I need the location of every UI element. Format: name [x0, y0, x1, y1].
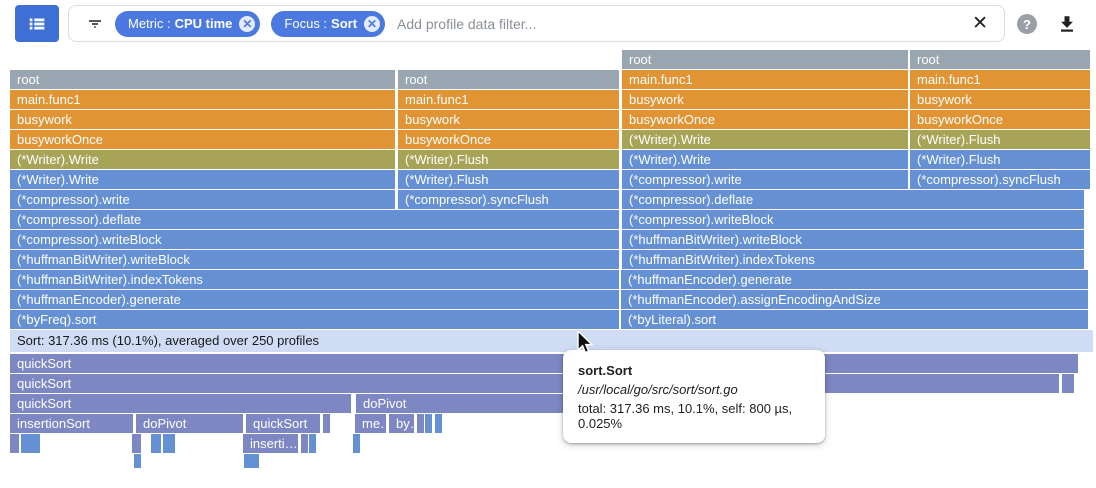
help-button[interactable]: ? [1017, 14, 1037, 34]
flame-fragment[interactable] [10, 434, 19, 453]
frame-main-func1[interactable]: main.func1 [622, 70, 908, 89]
frame-compressor-writeblock[interactable]: (*compressor).writeBlock [622, 210, 1084, 229]
flame-fragment[interactable] [1062, 374, 1074, 393]
flame-fragment[interactable] [252, 454, 259, 468]
frame-compressor-deflate[interactable]: (*compressor).deflate [10, 210, 619, 229]
flame-fragment[interactable] [301, 434, 308, 453]
frame-quicksort[interactable]: quickSort [10, 374, 1059, 393]
frame-compressor-writeblock[interactable]: (*compressor).writeBlock [10, 230, 619, 249]
frame-busywork[interactable]: busywork [910, 90, 1090, 109]
frame-huffmanbitwriter-writeblock[interactable]: (*huffmanBitWriter).writeBlock [10, 250, 619, 269]
frame-main-func1[interactable]: main.func1 [398, 90, 619, 109]
download-button[interactable] [1056, 13, 1078, 35]
frame-busywork[interactable]: busywork [622, 90, 908, 109]
frame-main-func1[interactable]: main.func1 [10, 90, 395, 109]
frame-compressor-syncflush[interactable]: (*compressor).syncFlush [910, 170, 1090, 189]
flame-fragment[interactable] [417, 414, 424, 433]
flame-fragment[interactable] [435, 414, 442, 433]
tooltip-source-path: /usr/local/go/src/sort/sort.go [578, 382, 738, 397]
frame-main-func1[interactable]: main.func1 [910, 70, 1090, 89]
frame-writer-write[interactable]: (*Writer).Write [622, 150, 908, 169]
flame-fragment[interactable] [244, 454, 251, 468]
frame-compressor-syncflush[interactable]: (*compressor).syncFlush [398, 190, 619, 209]
frame-byfreq-sort[interactable]: (*byFreq).sort [10, 310, 619, 329]
filter-chip-focus[interactable]: Focus : Sort ✕ [271, 10, 386, 37]
flame-fragment[interactable] [134, 454, 141, 468]
frame-compressor-write[interactable]: (*compressor).write [10, 190, 395, 209]
flame-fragment[interactable] [163, 434, 170, 453]
frame-huffmanencoder-assignencodingandsize[interactable]: (*huffmanEncoder).assignEncodingAndSize [621, 290, 1088, 309]
flame-fragment[interactable] [309, 434, 316, 453]
frame-dopivot[interactable]: doPivot [136, 414, 243, 433]
frame-root[interactable]: root [10, 70, 395, 89]
flame-fragment[interactable] [168, 434, 175, 453]
flame-fragment[interactable] [323, 414, 330, 433]
tooltip-stats: total: 317.36 ms, 10.1%, self: 800 µs, 0… [578, 401, 793, 431]
frame-me[interactable]: me… [355, 414, 386, 433]
frame-by[interactable]: by… [389, 414, 414, 433]
remove-chip-icon[interactable]: ✕ [364, 15, 381, 32]
frame-quicksort[interactable]: quickSort [10, 354, 1078, 373]
filter-input[interactable] [395, 14, 965, 33]
frame-huffmanbitwriter-indextokens[interactable]: (*huffmanBitWriter).indexTokens [10, 270, 619, 289]
flame-fragment[interactable] [33, 434, 40, 453]
toolbar: Metric : CPU time ✕ Focus : Sort ✕ ✕ ? [0, 0, 1096, 48]
frame-busyworkonce[interactable]: busyworkOnce [398, 130, 619, 149]
flame-fragment[interactable] [353, 434, 360, 453]
frame-writer-flush[interactable]: (*Writer).Flush [910, 130, 1090, 149]
flame-fragment[interactable] [248, 454, 255, 468]
clear-filters-icon[interactable]: ✕ [972, 13, 988, 34]
frame-inserti[interactable]: inserti… [243, 434, 298, 453]
frame-writer-write[interactable]: (*Writer).Write [10, 170, 395, 189]
remove-chip-icon[interactable]: ✕ [239, 15, 256, 32]
frame-tooltip: sort.Sort /usr/local/go/src/sort/sort.go… [563, 350, 825, 443]
frame-root[interactable]: root [398, 70, 619, 89]
frame-quicksort[interactable]: quickSort [10, 394, 351, 413]
chip-value: CPU time [174, 16, 233, 31]
frame-huffmanencoder-generate[interactable]: (*huffmanEncoder).generate [621, 270, 1088, 289]
tooltip-function-name: sort.Sort [578, 363, 633, 378]
frame-writer-write[interactable]: (*Writer).Write [10, 150, 395, 169]
frame-compressor-write[interactable]: (*compressor).write [622, 170, 908, 189]
frame-byliteral-sort[interactable]: (*byLiteral).sort [621, 310, 1088, 329]
frame-writer-flush[interactable]: (*Writer).Flush [910, 150, 1090, 169]
frame-writer-write[interactable]: (*Writer).Write [622, 130, 908, 149]
list-icon [26, 13, 48, 35]
frame-insertionsort[interactable]: insertionSort [10, 414, 133, 433]
frame-huffmanbitwriter-writeblock[interactable]: (*huffmanBitWriter).writeBlock [622, 230, 1084, 249]
frame-writer-flush[interactable]: (*Writer).Flush [398, 150, 619, 169]
frame-quicksort[interactable]: quickSort [246, 414, 320, 433]
frame-busywork[interactable]: busywork [10, 110, 395, 129]
frame-root[interactable]: root [622, 50, 908, 69]
frame-sort-317-36-ms-10-1-averaged-over-250-profiles[interactable]: Sort: 317.36 ms (10.1%), averaged over 2… [10, 330, 1093, 352]
frame-huffmanbitwriter-indextokens[interactable]: (*huffmanBitWriter).indexTokens [622, 250, 1084, 269]
flame-fragment[interactable] [425, 414, 432, 433]
filter-list-icon [86, 15, 104, 33]
frame-writer-flush[interactable]: (*Writer).Flush [398, 170, 619, 189]
frame-compressor-deflate[interactable]: (*compressor).deflate [622, 190, 1084, 209]
flame-fragment[interactable] [21, 434, 28, 453]
frame-busywork[interactable]: busywork [398, 110, 619, 129]
frame-root[interactable]: root [910, 50, 1090, 69]
download-icon [1056, 13, 1078, 35]
flame-fragment[interactable] [132, 434, 141, 453]
chip-label: Focus : [284, 16, 328, 31]
frame-busyworkonce[interactable]: busyworkOnce [910, 110, 1090, 129]
chip-value: Sort [331, 16, 358, 31]
profile-list-button[interactable] [15, 5, 59, 42]
question-mark-icon: ? [1023, 16, 1031, 32]
frame-busyworkonce[interactable]: busyworkOnce [10, 130, 395, 149]
frame-huffmanencoder-generate[interactable]: (*huffmanEncoder).generate [10, 290, 619, 309]
filter-chip-metric[interactable]: Metric : CPU time ✕ [115, 10, 261, 37]
frame-busyworkonce[interactable]: busyworkOnce [622, 110, 908, 129]
chip-label: Metric : [128, 16, 171, 31]
flame-fragment[interactable] [151, 434, 161, 453]
filter-bar[interactable]: Metric : CPU time ✕ Focus : Sort ✕ ✕ [68, 5, 1005, 42]
flame-fragment[interactable] [27, 434, 34, 453]
